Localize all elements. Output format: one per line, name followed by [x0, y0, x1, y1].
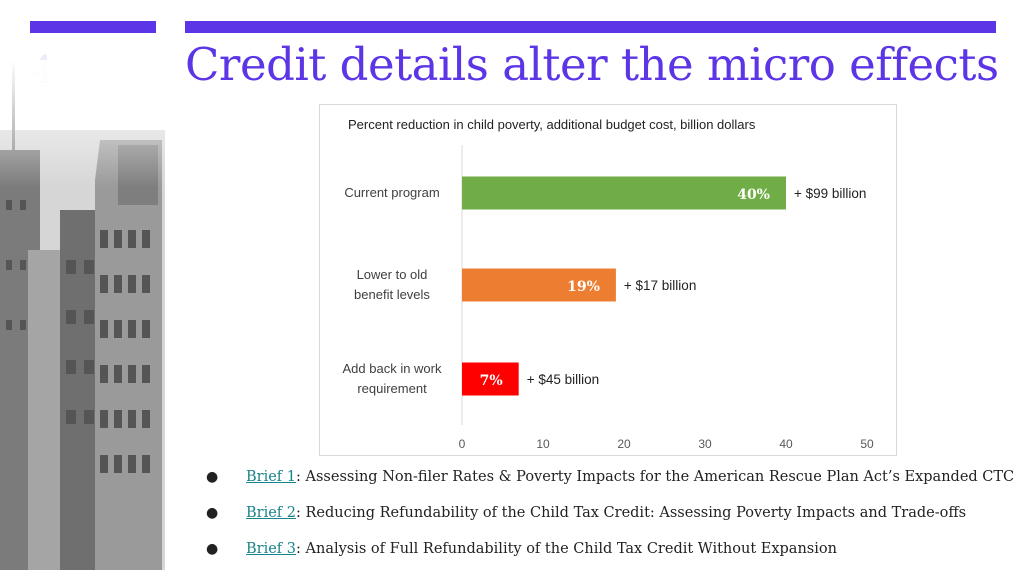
x-tick-label: 50: [860, 437, 874, 451]
data-label: 19%: [567, 279, 600, 295]
data-label: 40%: [737, 187, 770, 203]
bar-chart: Percent reduction in child poverty, addi…: [319, 104, 897, 456]
brief-3-link[interactable]: Brief 3: [246, 541, 297, 557]
cost-label: + $17 billion: [624, 278, 696, 293]
bullet-icon: ●: [206, 469, 219, 485]
cost-label: + $45 billion: [527, 372, 599, 387]
list-item: ● Brief 3: Analysis of Full Refundabilit…: [206, 538, 1014, 574]
brief-2-link[interactable]: Brief 2: [246, 505, 297, 521]
title-accent-bar: [185, 21, 996, 33]
category-label: Current program: [344, 185, 439, 200]
brief-1-text: : Assessing Non-filer Rates & Poverty Im…: [296, 469, 1015, 485]
x-tick-label: 40: [779, 437, 793, 451]
x-tick-label: 20: [617, 437, 631, 451]
side-accent-bar: [30, 21, 156, 33]
bar: [462, 362, 519, 396]
bullet-icon: ●: [206, 541, 219, 557]
brief-2-text: : Reducing Refundability of the Child Ta…: [296, 505, 967, 521]
category-label: Add back in work: [343, 361, 442, 376]
slide-title: Credit details alter the micro effects: [185, 38, 999, 91]
x-tick-label: 0: [459, 437, 466, 451]
city-skyline-image: [0, 60, 165, 570]
chart-canvas: Percent reduction in child poverty, addi…: [343, 117, 874, 451]
chart-title: Percent reduction in child poverty, addi…: [348, 117, 756, 132]
category-label: requirement: [357, 381, 427, 396]
cost-label: + $99 billion: [794, 186, 866, 201]
brief-3-text: : Analysis of Full Refundability of the …: [296, 541, 837, 557]
brief-1-link[interactable]: Brief 1: [246, 469, 297, 485]
category-label: benefit levels: [354, 287, 430, 302]
x-tick-label: 10: [536, 437, 550, 451]
x-tick-label: 30: [698, 437, 712, 451]
brief-list: ● Brief 1: Assessing Non-filer Rates & P…: [206, 466, 1014, 574]
list-item: ● Brief 2: Reducing Refundability of the…: [206, 502, 1014, 538]
category-label: Lower to old: [357, 267, 428, 282]
bullet-icon: ●: [206, 505, 219, 521]
list-item: ● Brief 1: Assessing Non-filer Rates & P…: [206, 466, 1014, 502]
data-label: 7%: [480, 373, 503, 389]
bar: [462, 268, 616, 302]
bar: [462, 176, 786, 210]
